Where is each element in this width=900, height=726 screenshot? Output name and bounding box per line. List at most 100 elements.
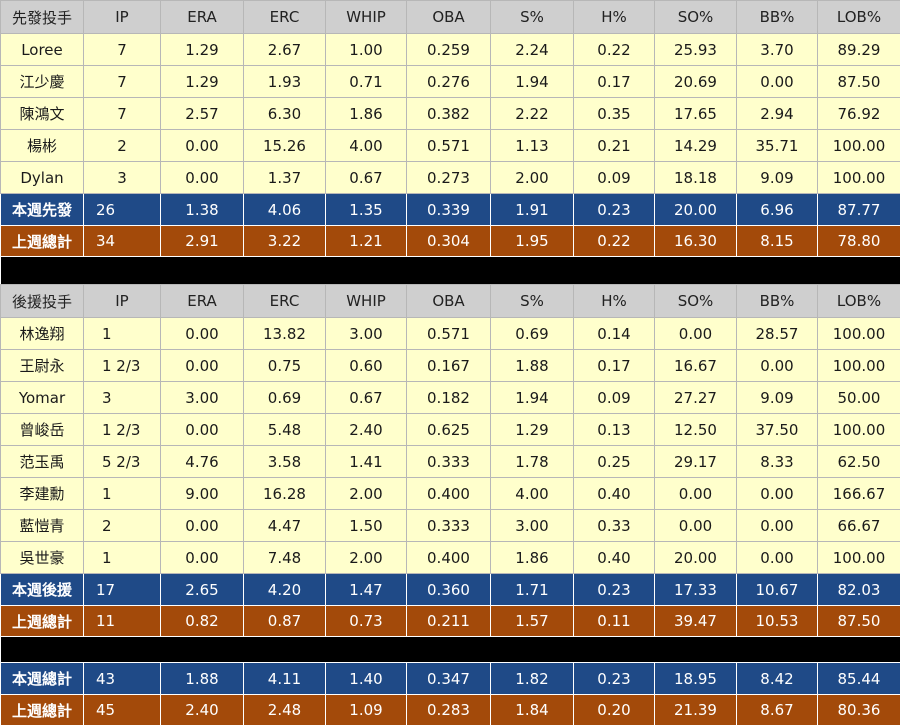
stat-cell: 2.91 [161, 226, 244, 257]
stat-cell: 2.24 [491, 34, 574, 66]
stat-cell: 1.50 [326, 510, 407, 542]
stat-cell: 1.94 [491, 66, 574, 98]
stat-cell: 0.22 [574, 226, 655, 257]
stat-cell: 0.304 [407, 226, 491, 257]
stat-cell: 166.67 [818, 478, 900, 510]
stat-cell: 0.167 [407, 350, 491, 382]
stat-cell: 80.36 [818, 695, 900, 726]
stat-cell: 0.571 [407, 318, 491, 350]
pitcher-name: 曾峻岳 [1, 414, 84, 446]
stat-cell: 6.30 [244, 98, 326, 130]
stat-cell: 1.91 [491, 194, 574, 226]
stat-cell: 7.48 [244, 542, 326, 574]
stat-cell: 1.29 [161, 66, 244, 98]
stat-cell: 4.47 [244, 510, 326, 542]
column-header: SO% [655, 1, 737, 34]
column-header: LOB% [818, 285, 900, 318]
stat-cell: 20.00 [655, 194, 737, 226]
stat-cell: 35.71 [737, 130, 818, 162]
stat-cell: 2.00 [326, 542, 407, 574]
column-header: S% [491, 1, 574, 34]
stat-cell: 1 2/3 [84, 414, 161, 446]
stat-cell: 0.182 [407, 382, 491, 414]
stat-cell: 16.28 [244, 478, 326, 510]
stat-cell: 2 [84, 130, 161, 162]
stat-cell: 0.17 [574, 66, 655, 98]
pitcher-name: 江少慶 [1, 66, 84, 98]
stat-cell: 3 [84, 382, 161, 414]
stat-cell: 3.00 [326, 318, 407, 350]
stat-cell: 0.400 [407, 478, 491, 510]
column-header: BB% [737, 1, 818, 34]
stat-cell: 8.15 [737, 226, 818, 257]
stat-cell: 0.40 [574, 542, 655, 574]
stat-cell: 2.57 [161, 98, 244, 130]
stat-cell: 25.93 [655, 34, 737, 66]
stat-cell: 2.48 [244, 695, 326, 726]
stat-cell: 1.00 [326, 34, 407, 66]
stat-cell: 2.00 [491, 162, 574, 194]
stat-cell: 37.50 [737, 414, 818, 446]
pitcher-name: 林逸翔 [1, 318, 84, 350]
stat-cell: 0.09 [574, 162, 655, 194]
stat-cell: 1.38 [161, 194, 244, 226]
column-header: S% [491, 285, 574, 318]
stat-cell: 66.67 [818, 510, 900, 542]
stat-cell: 0.22 [574, 34, 655, 66]
pitcher-name: 李建勳 [1, 478, 84, 510]
stat-cell: 0.00 [737, 478, 818, 510]
stat-cell: 10.67 [737, 574, 818, 606]
stat-cell: 1.86 [326, 98, 407, 130]
column-header: IP [84, 285, 161, 318]
stat-cell: 8.33 [737, 446, 818, 478]
stat-cell: 1 2/3 [84, 350, 161, 382]
column-header: ERC [244, 1, 326, 34]
stat-cell: 0.00 [161, 542, 244, 574]
stat-cell: 100.00 [818, 162, 900, 194]
column-header: H% [574, 1, 655, 34]
stat-cell: 100.00 [818, 318, 900, 350]
stat-cell: 100.00 [818, 542, 900, 574]
stat-cell: 3.22 [244, 226, 326, 257]
stat-cell: 1.71 [491, 574, 574, 606]
stat-cell: 1.09 [326, 695, 407, 726]
stat-cell: 1.57 [491, 606, 574, 637]
stat-cell: 0.00 [655, 510, 737, 542]
stat-cell: 26 [84, 194, 161, 226]
stat-cell: 3.70 [737, 34, 818, 66]
stat-cell: 10.53 [737, 606, 818, 637]
stat-cell: 1.29 [161, 34, 244, 66]
stat-cell: 2 [84, 510, 161, 542]
stat-cell: 0.87 [244, 606, 326, 637]
column-header: SO% [655, 285, 737, 318]
stat-cell: 1.84 [491, 695, 574, 726]
stat-cell: 0.333 [407, 446, 491, 478]
stat-cell: 2.22 [491, 98, 574, 130]
stat-cell: 0.00 [161, 130, 244, 162]
stat-cell: 0.00 [161, 510, 244, 542]
pitcher-name: Yomar [1, 382, 84, 414]
stat-cell: 18.95 [655, 663, 737, 695]
stat-cell: 0.400 [407, 542, 491, 574]
stat-cell: 0.00 [737, 510, 818, 542]
stat-cell: 1.86 [491, 542, 574, 574]
stat-cell: 4.20 [244, 574, 326, 606]
stat-cell: 13.82 [244, 318, 326, 350]
stat-cell: 12.50 [655, 414, 737, 446]
stat-cell: 1.35 [326, 194, 407, 226]
stat-cell: 0.625 [407, 414, 491, 446]
stat-cell: 0.273 [407, 162, 491, 194]
stat-cell: 0.09 [574, 382, 655, 414]
stat-cell: 34 [84, 226, 161, 257]
pitcher-name: 陳鴻文 [1, 98, 84, 130]
stat-cell: 21.39 [655, 695, 737, 726]
stat-cell: 5.48 [244, 414, 326, 446]
stat-cell: 6.96 [737, 194, 818, 226]
